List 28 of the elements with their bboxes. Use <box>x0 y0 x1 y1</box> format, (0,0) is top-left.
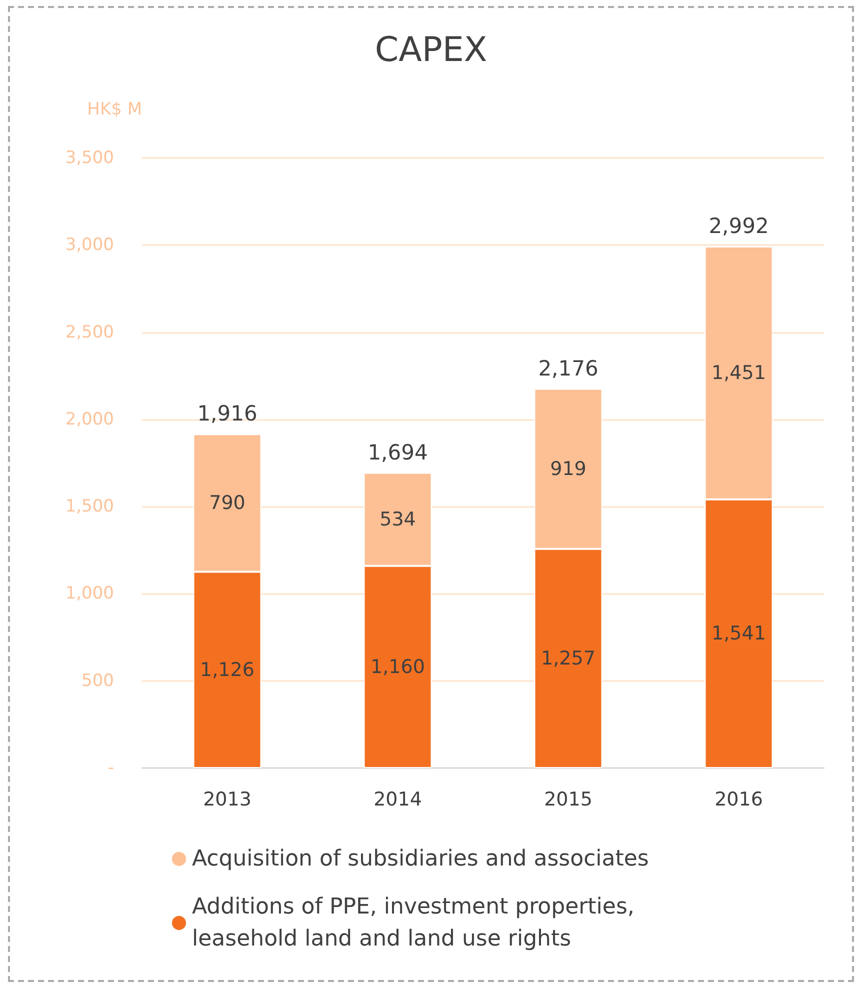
data-label: 1,451 <box>712 362 766 384</box>
data-label: 1,126 <box>200 658 254 681</box>
total-label: 2,992 <box>708 214 769 238</box>
x-tick-label: 2013 <box>203 788 252 810</box>
y-axis-title: HK$ M <box>87 100 142 120</box>
y-tick-label: - <box>108 758 114 778</box>
total-label: 2,176 <box>538 356 598 380</box>
data-label: 1,160 <box>370 656 425 678</box>
y-tick-label: 1,000 <box>65 584 114 604</box>
total-label: 1,916 <box>197 402 258 426</box>
chart-title: CAPEX <box>374 30 488 70</box>
x-tick-label: 2015 <box>544 788 592 810</box>
y-tick-label: 3,000 <box>65 235 114 256</box>
y-tick-label: 1,500 <box>65 496 114 517</box>
legend-label: Additions of PPE, investment properties, leasehold land and land use rights <box>192 894 642 952</box>
data-label: 919 <box>550 458 586 480</box>
legend-label: Acquisition of subsidiaries and associates <box>192 846 649 872</box>
x-tick-label: 2014 <box>374 788 422 810</box>
data-label: 1,541 <box>712 622 766 645</box>
y-tick-label: 3,500 <box>65 148 114 168</box>
data-label: 1,257 <box>541 647 596 670</box>
total-label: 1,694 <box>368 440 428 464</box>
data-label: 790 <box>209 492 246 514</box>
y-tick-label: 2,000 <box>65 409 114 430</box>
y-tick-label: 2,500 <box>65 322 114 342</box>
x-tick-label: 2016 <box>714 788 763 810</box>
data-label: 534 <box>380 508 416 530</box>
y-tick-label: 500 <box>82 670 114 691</box>
